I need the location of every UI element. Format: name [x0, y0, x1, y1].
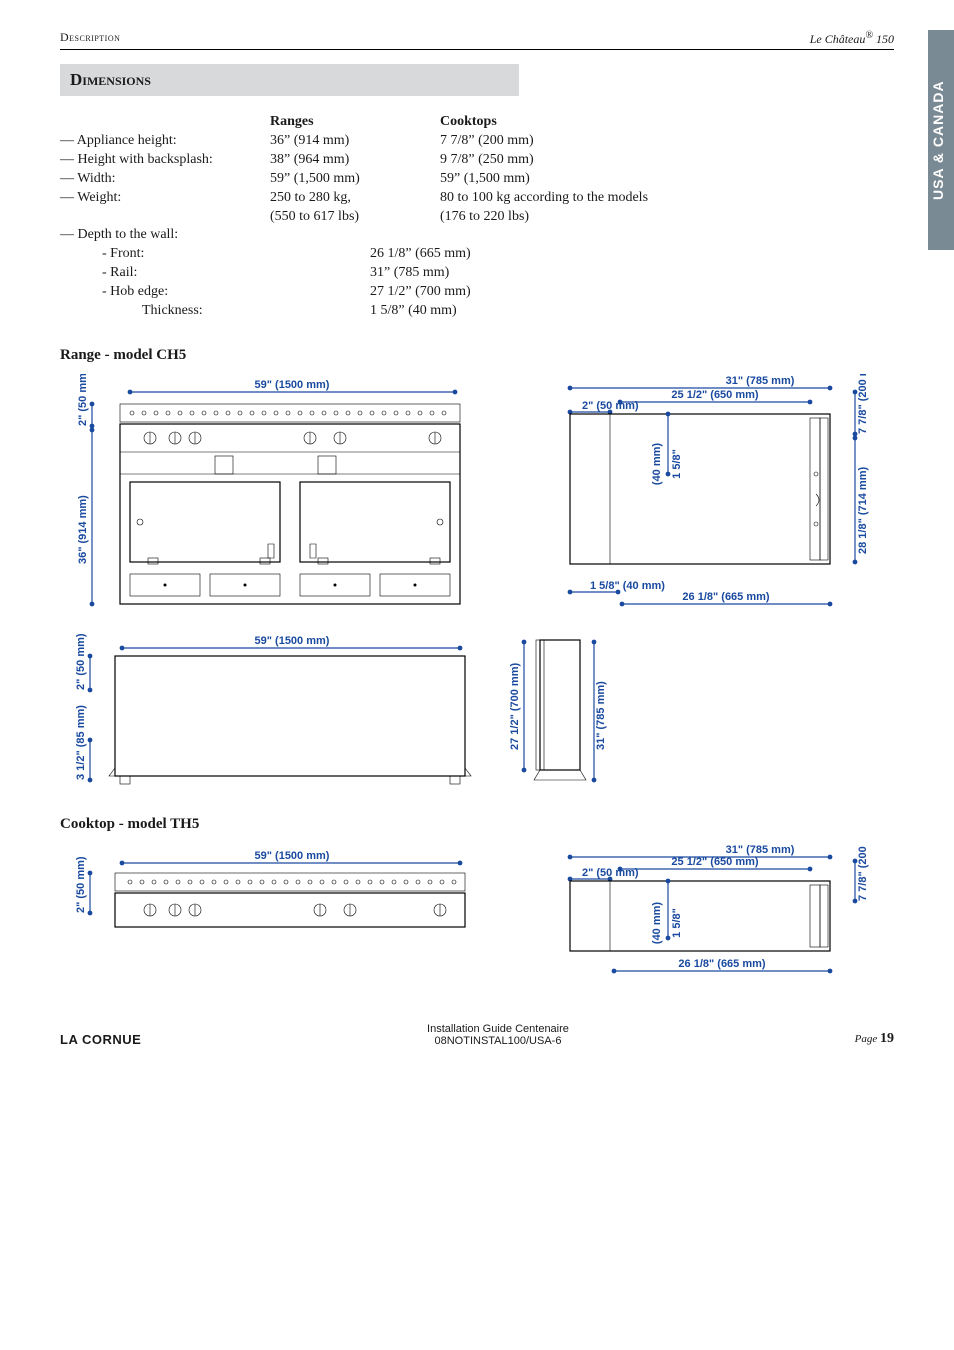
range-front-view: 59" (1500 mm) 2" (50 mm) 36" (914 mm) [60, 374, 480, 624]
depth-label: - Hob edge: [60, 283, 370, 302]
svg-text:25 1/2" (650 mm): 25 1/2" (650 mm) [671, 389, 758, 401]
product-name: Le Château [810, 32, 866, 46]
dim-cook: (176 to 220 lbs) [440, 208, 894, 227]
page-footer: LA CORNUE Installation Guide Centenaire … [60, 1023, 894, 1047]
dim-ranges: 59” (1,500 mm) [270, 170, 440, 189]
range-plan-view: 31" (785 mm) 2" (50 mm) 25 1/2" (650 mm)… [510, 374, 890, 624]
depth-header: — Depth to the wall: [60, 226, 270, 245]
header-product-name: Le Château® 150 [810, 30, 894, 47]
depth-label: - Rail: [60, 264, 370, 283]
svg-text:7 7/8" (200 mm): 7 7/8" (200 mm) [857, 374, 869, 434]
dim-ranges: 36” (914 mm) [270, 132, 440, 151]
range-figure-row: 59" (1500 mm) 2" (50 mm) 36" (914 mm) [60, 374, 894, 624]
header-section-name: Description [60, 30, 120, 47]
dim-label: — Width: [60, 170, 270, 189]
dim-row: — Weight: 250 to 280 kg, 80 to 100 kg ac… [60, 189, 894, 208]
dim-row: — Width: 59” (1,500 mm) 59” (1,500 mm) [60, 170, 894, 189]
cooktop-front-view: 59" (1500 mm) 2" (50 mm) [60, 843, 480, 953]
depth-header-row: — Depth to the wall: [60, 226, 894, 245]
footer-brand: LA CORNUE [60, 1032, 141, 1047]
svg-text:2" (50 mm): 2" (50 mm) [75, 856, 87, 913]
depth-val: 27 1/2” (700 mm) [370, 283, 894, 302]
section-title-dimensions: Dimensions [60, 64, 519, 96]
footer-doc-id: Installation Guide Centenaire 08NOTINSTA… [427, 1023, 569, 1047]
reg-mark: ® [865, 30, 873, 41]
dim-row: — Height with backsplash: 38” (964 mm) 9… [60, 151, 894, 170]
range-side-elev: 59" (1500 mm) 2" (50 mm) 3 1/2" (85 mm) [60, 630, 480, 790]
model-range-title: Range - model CH5 [60, 347, 894, 364]
svg-text:59" (1500 mm): 59" (1500 mm) [255, 850, 330, 862]
depth-val: 26 1/8” (665 mm) [370, 245, 894, 264]
svg-text:25 1/2" (650 mm): 25 1/2" (650 mm) [671, 856, 758, 868]
dim-col-blank [60, 114, 270, 130]
footer-page-label: Page [855, 1033, 880, 1045]
dim-col-ranges: Ranges [270, 114, 440, 130]
svg-text:2" (50 mm): 2" (50 mm) [77, 374, 89, 426]
dim-cook: 7 7/8” (200 mm) [440, 132, 894, 151]
svg-text:(40 mm): (40 mm) [651, 901, 663, 944]
cooktop-figure-row: 59" (1500 mm) 2" (50 mm) [60, 843, 894, 993]
footer-page-num: 19 [880, 1031, 894, 1046]
depth-val: 1 5/8” (40 mm) [370, 302, 894, 321]
dim-cook: 80 to 100 kg according to the models [440, 189, 894, 208]
dim-row: — Appliance height: 36” (914 mm) 7 7/8” … [60, 132, 894, 151]
dim-label: — Height with backsplash: [60, 151, 270, 170]
depth-label: Thickness: [60, 302, 370, 321]
svg-text:59" (1500 mm): 59" (1500 mm) [255, 379, 330, 391]
model-cooktop-title: Cooktop - model TH5 [60, 816, 894, 833]
svg-text:31" (785 mm): 31" (785 mm) [726, 844, 795, 856]
dim-ranges: (550 to 617 lbs) [270, 208, 440, 227]
svg-text:59" (1500 mm): 59" (1500 mm) [255, 635, 330, 647]
dim-row: (550 to 617 lbs) (176 to 220 lbs) [60, 208, 894, 227]
svg-text:28 1/8" (714 mm): 28 1/8" (714 mm) [857, 466, 869, 553]
dim-label [60, 208, 270, 227]
svg-text:27 1/2" (700 mm): 27 1/2" (700 mm) [510, 662, 521, 749]
dim-cook: 9 7/8” (250 mm) [440, 151, 894, 170]
svg-text:26 1/8" (665 mm): 26 1/8" (665 mm) [678, 958, 765, 970]
svg-text:(40 mm): (40 mm) [651, 442, 663, 485]
dimensions-block: Ranges Cooktops — Appliance height: 36” … [60, 114, 894, 321]
svg-text:36" (914 mm): 36" (914 mm) [77, 495, 89, 564]
svg-text:1 5/8": 1 5/8" [671, 449, 683, 479]
depth-label: - Front: [60, 245, 370, 264]
footer-line2: 08NOTINSTAL100/USA-6 [434, 1035, 561, 1047]
svg-text:31" (785 mm): 31" (785 mm) [595, 681, 607, 750]
depth-row: - Hob edge: 27 1/2” (700 mm) [60, 283, 894, 302]
svg-text:31" (785 mm): 31" (785 mm) [726, 375, 795, 387]
svg-text:7 7/8" (200 mm): 7 7/8" (200 mm) [857, 843, 869, 901]
svg-text:3 1/2" (85 mm): 3 1/2" (85 mm) [75, 705, 87, 780]
dim-label: — Appliance height: [60, 132, 270, 151]
product-number: 150 [873, 32, 894, 46]
svg-text:1 5/8": 1 5/8" [671, 908, 683, 938]
depth-val: 31” (785 mm) [370, 264, 894, 283]
footer-page: Page 19 [855, 1031, 894, 1047]
cooktop-plan-view: 31" (785 mm) 2" (50 mm) 25 1/2" (650 mm)… [510, 843, 890, 993]
dim-cook: 59” (1,500 mm) [440, 170, 894, 189]
range-side-profile: 27 1/2" (700 mm) 31" (785 mm) [510, 630, 610, 790]
dim-col-cooktops: Cooktops [440, 114, 894, 130]
depth-row: - Rail: 31” (785 mm) [60, 264, 894, 283]
dim-ranges: 250 to 280 kg, [270, 189, 440, 208]
depth-row: - Front: 26 1/8” (665 mm) [60, 245, 894, 264]
page-header: Description Le Château® 150 [60, 30, 894, 50]
svg-text:26 1/8" (665 mm): 26 1/8" (665 mm) [682, 591, 769, 603]
svg-text:2" (50 mm): 2" (50 mm) [75, 633, 87, 690]
dim-label: — Weight: [60, 189, 270, 208]
dim-ranges: 38” (964 mm) [270, 151, 440, 170]
footer-line1: Installation Guide Centenaire [427, 1023, 569, 1035]
depth-row: Thickness: 1 5/8” (40 mm) [60, 302, 894, 321]
svg-text:1 5/8" (40 mm): 1 5/8" (40 mm) [590, 580, 665, 592]
range-figure-row-2: 59" (1500 mm) 2" (50 mm) 3 1/2" (85 mm) … [60, 630, 894, 790]
